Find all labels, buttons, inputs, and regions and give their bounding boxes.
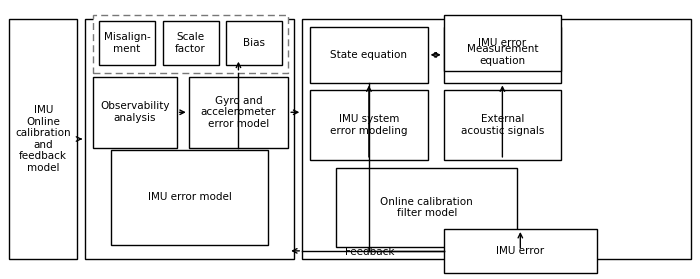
Text: IMU error: IMU error (478, 38, 526, 48)
Bar (85, 19, 294, 259)
Text: Feedback: Feedback (345, 247, 395, 257)
Bar (162, 21, 218, 65)
Bar (444, 90, 561, 160)
Bar (227, 21, 282, 65)
Bar (310, 27, 428, 83)
Bar (310, 90, 428, 160)
Bar (93, 15, 288, 73)
Bar (9, 19, 77, 259)
Bar (93, 77, 176, 148)
Text: Gyro and
accelerometer
error model: Gyro and accelerometer error model (201, 96, 276, 129)
Text: Measurement
equation: Measurement equation (467, 44, 538, 66)
Text: IMU system
error modeling: IMU system error modeling (330, 114, 407, 136)
Text: Observability
analysis: Observability analysis (100, 102, 169, 123)
Bar (99, 21, 155, 65)
Text: External
acoustic signals: External acoustic signals (461, 114, 544, 136)
Bar (444, 27, 561, 83)
Text: Misalign-
ment: Misalign- ment (104, 32, 150, 54)
Text: IMU
Online
calibration
and
feedback
model: IMU Online calibration and feedback mode… (15, 105, 71, 173)
Bar (188, 77, 288, 148)
Bar (444, 229, 597, 273)
Bar (111, 150, 268, 245)
Text: Online calibration
filter model: Online calibration filter model (380, 196, 473, 218)
Text: IMU error: IMU error (496, 246, 545, 256)
Bar (302, 19, 691, 259)
Text: Scale
factor: Scale factor (175, 32, 206, 54)
Bar (444, 15, 561, 71)
Bar (336, 168, 517, 247)
Text: State equation: State equation (330, 50, 407, 60)
Text: IMU error model: IMU error model (148, 193, 232, 203)
Text: Bias: Bias (244, 38, 265, 48)
